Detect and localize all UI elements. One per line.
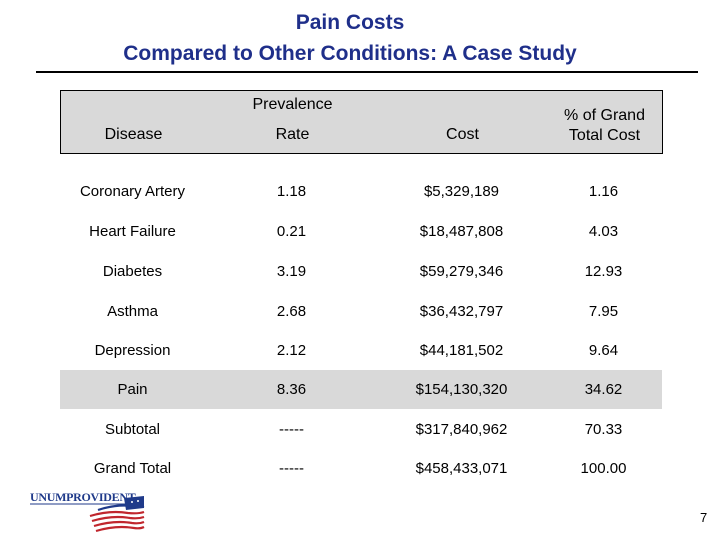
cell-pct: 4.03 (588, 223, 619, 240)
cell-rate: 8.36 (276, 381, 307, 398)
svg-text:UNUMPROVIDENT.: UNUMPROVIDENT. (30, 490, 138, 504)
cell-disease: Subtotal (104, 421, 161, 438)
header-cost: Cost (446, 126, 479, 143)
cell-cost: $36,432,797 (419, 303, 504, 320)
cell-disease: Heart Failure (89, 223, 176, 240)
cell-pct: 9.64 (588, 342, 619, 359)
cell-rate: 3.19 (276, 263, 307, 280)
cell-rate: 0.21 (276, 223, 307, 240)
header-rate: Rate (275, 126, 310, 143)
title-line-1: Pain Costs (295, 11, 405, 34)
cell-rate: 2.12 (276, 342, 307, 359)
cell-rate: ----- (279, 460, 304, 477)
table-row: Subtotal ----- $317,840,962 70.33 (60, 410, 662, 449)
cell-rate: 1.18 (276, 183, 307, 200)
cell-pct: 1.16 (588, 183, 619, 200)
title-line-2: Compared to Other Conditions: A Case Stu… (123, 42, 577, 65)
title-divider (36, 71, 698, 73)
cell-cost: $317,840,962 (415, 421, 508, 438)
cell-cost: $44,181,502 (419, 342, 504, 359)
table-row: Depression 2.12 $44,181,502 9.64 (60, 331, 662, 370)
cell-cost: $5,329,189 (423, 183, 500, 200)
cell-cost: $59,279,346 (419, 263, 504, 280)
header-pct-line2: Total Cost (568, 127, 641, 144)
cell-pct: 100.00 (580, 460, 627, 477)
table-row: Heart Failure 0.21 $18,487,808 4.03 (60, 212, 662, 251)
cell-disease: Depression (94, 342, 171, 359)
cell-pct: 70.33 (584, 421, 623, 438)
header-pct-line1: % of Grand (564, 107, 645, 124)
cell-pct: 34.62 (584, 381, 623, 398)
cell-cost: $458,433,071 (415, 460, 508, 477)
table-header: Disease Prevalence Rate Cost % of Grand … (60, 90, 663, 154)
table-row: Asthma 2.68 $36,432,797 7.95 (60, 292, 662, 331)
table-row: Diabetes 3.19 $59,279,346 12.93 (60, 252, 662, 291)
cell-cost: $154,130,320 (415, 381, 508, 398)
header-prevalence: Prevalence (252, 96, 333, 113)
cell-disease: Diabetes (102, 263, 163, 280)
cell-disease: Grand Total (93, 460, 172, 477)
cell-pct: 12.93 (584, 263, 623, 280)
cell-pct: 7.95 (588, 303, 619, 320)
table-row-highlight: Pain 8.36 $154,130,320 34.62 (60, 370, 662, 409)
unumprovident-logo: UNUMPROVIDENT. (30, 490, 145, 533)
cell-disease: Pain (117, 381, 148, 398)
cell-rate: 2.68 (276, 303, 307, 320)
cell-disease: Asthma (107, 303, 158, 320)
cell-cost: $18,487,808 (419, 223, 504, 240)
header-disease: Disease (104, 126, 163, 143)
cell-rate: ----- (279, 421, 304, 438)
table-row: Grand Total ----- $458,433,071 100.00 (60, 449, 662, 488)
page-number: 7 (700, 510, 708, 525)
table-row: Coronary Artery 1.18 $5,329,189 1.16 (60, 172, 662, 211)
cell-disease: Coronary Artery (79, 183, 186, 200)
